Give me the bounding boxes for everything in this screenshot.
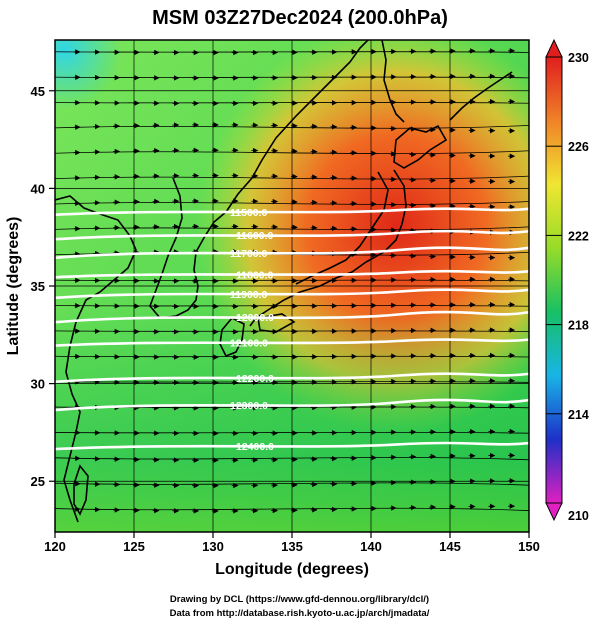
sakhalin-coast	[381, 40, 405, 123]
contour-line	[55, 269, 529, 279]
colorbar-tick-label: 230	[568, 51, 589, 65]
x-tick-label: 145	[439, 539, 461, 554]
footer-credit-dcl: Drawing by DCL (https://www.gfd-dennou.o…	[169, 594, 430, 605]
contour-line	[55, 207, 529, 217]
colorbar-ticks: 230 226 222 218 214 210	[546, 51, 589, 523]
contour-line	[55, 246, 529, 260]
colorbar-frame	[545, 56, 563, 504]
y-axis-label: Latitude (degrees)	[5, 217, 22, 356]
colorbar-tick-label: 210	[568, 509, 589, 523]
chart-title: MSM 03Z27Dec2024 (200.0hPa)	[152, 7, 448, 29]
colorbar: 230 226 222 218 214 210	[545, 38, 589, 523]
colorbar-tick-label: 214	[568, 408, 589, 422]
x-axis: 120 125 130 135 140 145 150	[44, 532, 540, 554]
contour-label: 12200.0	[236, 373, 274, 385]
contour-line	[55, 338, 529, 347]
contour-label: 12300.0	[230, 400, 268, 412]
contour-line	[55, 372, 529, 384]
contour-label: 12100.0	[230, 338, 268, 350]
height-contours: 11500.0 11600.0 11700.0 11800.0 11900.0 12000…	[55, 207, 529, 453]
contour-line	[55, 288, 529, 300]
y-tick-label: 35	[31, 279, 45, 294]
y-tick-label: 45	[31, 84, 45, 99]
grid-lines	[55, 40, 529, 532]
colorbar-tick-label: 226	[568, 140, 589, 154]
y-tick-label: 40	[31, 181, 45, 196]
colorbar-body	[546, 57, 562, 503]
contour-line	[55, 398, 529, 412]
contour-label: 11500.0	[230, 207, 268, 219]
colorbar-top-arrow	[545, 38, 563, 58]
x-tick-label: 140	[360, 539, 382, 554]
contour-line	[55, 441, 529, 451]
x-tick-label: 135	[281, 539, 303, 554]
contour-label: 11800.0	[236, 269, 274, 281]
x-tick-label: 150	[518, 539, 540, 554]
contour-label: 12400.0	[236, 441, 274, 453]
kyushu-coast	[219, 317, 245, 358]
x-axis-label: Longitude (degrees)	[215, 561, 369, 578]
y-tick-label: 30	[31, 377, 45, 392]
contour-line	[55, 229, 529, 241]
x-tick-label: 125	[123, 539, 145, 554]
map-panel: 11500.0 11600.0 11700.0 11800.0 11900.0 12000…	[55, 40, 529, 532]
contour-line	[55, 310, 529, 324]
contour-label: 12000.0	[236, 312, 274, 324]
kuril-coast	[449, 71, 513, 121]
y-tick-label: 25	[31, 474, 45, 489]
colorbar-tick-label: 222	[568, 229, 589, 243]
x-tick-label: 120	[44, 539, 66, 554]
colorbar-bottom-arrow	[545, 502, 563, 522]
hokkaido-coast	[393, 124, 448, 169]
x-tick-label: 130	[202, 539, 224, 554]
russia-coast	[225, 40, 369, 213]
contour-label: 11700.0	[230, 248, 268, 260]
footer-credit-data: Data from http://database.rish.kyoto-u.a…	[169, 608, 430, 619]
y-axis: 25 30 35 40 45	[31, 84, 55, 489]
shikoku-coast	[257, 313, 296, 333]
contour-label: 11600.0	[236, 230, 274, 242]
wind-streamlines	[55, 48, 529, 514]
colorbar-tick-label: 218	[568, 319, 589, 333]
contour-label: 11900.0	[230, 289, 268, 301]
